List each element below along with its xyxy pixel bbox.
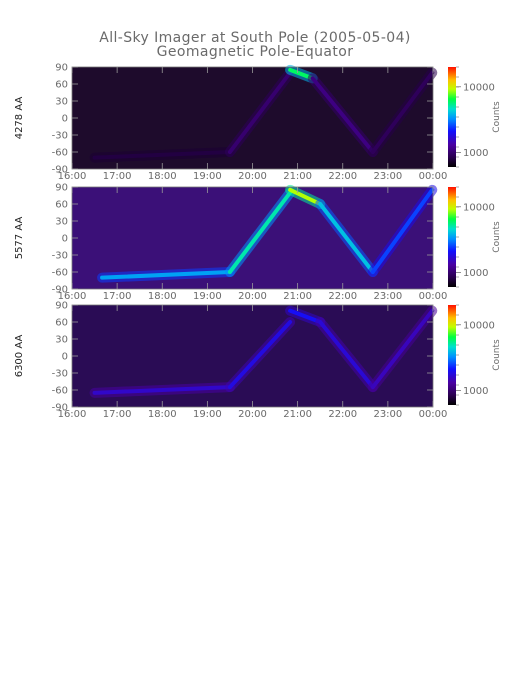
x-tick-label: 00:00 — [419, 171, 448, 182]
y-tick-label: 30 — [55, 335, 68, 346]
x-tick-label: 21:00 — [283, 171, 312, 182]
x-tick-labels: 16:00 17:00 18:00 19:00 20:00 21:00 22:00 23:00… — [58, 409, 448, 420]
aurora-band — [318, 202, 375, 274]
x-tick-label: 00:00 — [419, 409, 448, 420]
colorbar-ticks: 10000 1000 — [456, 66, 495, 168]
y-tick-label: 90 — [55, 301, 68, 312]
y-tick-label: 0 — [62, 114, 68, 125]
x-tick-label: 16:00 — [58, 171, 87, 182]
x-tick-label: 17:00 — [103, 171, 132, 182]
x-tick-label: 18:00 — [148, 171, 177, 182]
colorbar-ticks: 10000 1000 — [456, 304, 495, 406]
panel-5577: 5577 AA 90 60 30 0 -30 -60 -90 16:00 17:00 18:00… — [14, 183, 502, 303]
aurora-band — [370, 70, 435, 154]
x-tick-label: 18:00 — [148, 291, 177, 302]
x-tick-labels: 16:00 17:00 18:00 19:00 20:00 21:00 22:00 23:00… — [58, 291, 448, 302]
colorbar — [448, 187, 456, 287]
y-tick-label: -30 — [52, 369, 68, 380]
x-tick-label: 23:00 — [373, 291, 402, 302]
aurora-band — [227, 70, 293, 154]
y-tick-label: 60 — [55, 318, 68, 329]
aurora-band — [100, 270, 232, 280]
y-tick-label: 60 — [55, 80, 68, 91]
aurora-band — [310, 76, 375, 154]
panel-4278: 4278 AA 90 60 30 0 -30 -60 -90 16:00 17:00 18:00… — [14, 63, 502, 183]
x-tick-label: 16:00 — [58, 409, 87, 420]
y-tick-labels: 90 60 30 0 -30 -60 -90 — [52, 63, 68, 176]
colorbar-tick-label: 1000 — [463, 268, 488, 279]
x-tick-label: 21:00 — [283, 409, 312, 420]
colorbar-label: Counts — [492, 101, 502, 133]
aurora-band — [288, 187, 323, 206]
colorbar-label: Counts — [492, 221, 502, 253]
y-tick-label: 0 — [62, 352, 68, 363]
x-tick-labels: 16:00 17:00 18:00 19:00 20:00 21:00 22:00 23:00… — [58, 171, 448, 182]
x-tick-label: 22:00 — [328, 291, 357, 302]
x-tick-label: 21:00 — [283, 291, 312, 302]
y-tick-label: -90 — [52, 165, 68, 176]
x-tick-label: 22:00 — [328, 409, 357, 420]
y-axis-label: 5577 AA — [14, 217, 25, 260]
aurora-band — [318, 320, 375, 390]
y-tick-label: -60 — [52, 148, 68, 159]
panel-6300: 6300 AA 90 60 30 0 -30 -60 -90 16:00 17:00 18:00… — [14, 301, 502, 421]
axis-ticks — [71, 66, 434, 170]
aurora-band — [92, 385, 232, 395]
x-tick-label: 18:00 — [148, 409, 177, 420]
y-tick-label: -60 — [52, 386, 68, 397]
colorbar — [448, 67, 456, 167]
y-tick-label: 90 — [55, 63, 68, 74]
x-tick-label: 00:00 — [419, 291, 448, 302]
aurora-band — [370, 187, 435, 274]
heatmap-features — [89, 305, 438, 398]
y-tick-label: 60 — [55, 200, 68, 211]
y-tick-label: 90 — [55, 183, 68, 194]
aurora-band — [288, 308, 323, 324]
heatmap-features — [97, 184, 438, 283]
y-tick-labels: 90 60 30 0 -30 -60 -90 — [52, 301, 68, 414]
x-tick-label: 20:00 — [238, 409, 267, 420]
colorbar-label: Counts — [492, 339, 502, 371]
x-tick-label: 19:00 — [193, 291, 222, 302]
colorbar — [448, 305, 456, 405]
y-axis-label: 4278 AA — [14, 97, 25, 140]
y-tick-label: -90 — [52, 403, 68, 414]
x-tick-label: 22:00 — [328, 171, 357, 182]
colorbar-tick-label: 10000 — [463, 320, 495, 331]
aurora-band — [92, 150, 232, 160]
colorbar-tick-label: 1000 — [463, 148, 488, 159]
x-tick-label: 23:00 — [373, 409, 402, 420]
aurora-band — [227, 320, 293, 390]
x-tick-label: 20:00 — [238, 171, 267, 182]
y-tick-label: -90 — [52, 285, 68, 296]
x-tick-label: 17:00 — [103, 409, 132, 420]
y-tick-label: -30 — [52, 131, 68, 142]
aurora-band — [227, 190, 293, 274]
colorbar-tick-label: 1000 — [463, 386, 488, 397]
axis-ticks — [71, 304, 434, 408]
heatmap-features — [89, 64, 438, 163]
axis-ticks — [71, 186, 434, 290]
x-tick-label: 19:00 — [193, 409, 222, 420]
x-tick-label: 23:00 — [373, 171, 402, 182]
colorbar-tick-label: 10000 — [463, 82, 495, 93]
aurora-band — [370, 308, 435, 390]
colorbar-tick-label: 10000 — [463, 202, 495, 213]
y-axis-label: 6300 AA — [14, 335, 25, 378]
colorbar-ticks: 10000 1000 — [456, 186, 495, 288]
x-tick-label: 19:00 — [193, 171, 222, 182]
y-tick-label: 30 — [55, 217, 68, 228]
y-tick-labels: 90 60 30 0 -30 -60 -90 — [52, 183, 68, 296]
x-tick-label: 20:00 — [238, 291, 267, 302]
y-tick-label: 0 — [62, 234, 68, 245]
y-tick-label: 30 — [55, 97, 68, 108]
x-tick-label: 17:00 — [103, 291, 132, 302]
x-tick-label: 16:00 — [58, 291, 87, 302]
y-tick-label: -30 — [52, 251, 68, 262]
chart-subtitle: Geomagnetic Pole-Equator — [157, 44, 354, 60]
chart-title: All-Sky Imager at South Pole (2005-05-04… — [99, 30, 411, 46]
y-tick-label: -60 — [52, 268, 68, 279]
